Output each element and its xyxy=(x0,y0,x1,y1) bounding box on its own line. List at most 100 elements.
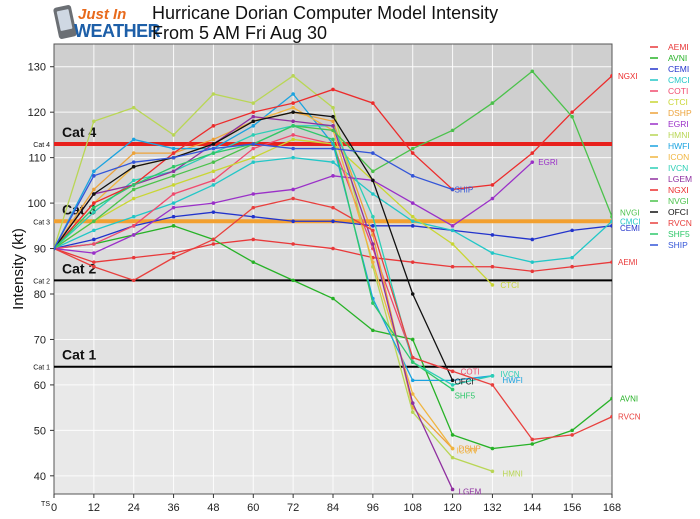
series-point xyxy=(450,128,455,133)
series-point xyxy=(92,210,96,214)
series-end-label: HWFI xyxy=(502,376,522,385)
series-point xyxy=(171,192,176,196)
series-end-label: OFCI xyxy=(455,377,474,386)
series-point xyxy=(530,151,535,155)
category-axis-label: Cat 2 xyxy=(33,278,50,285)
series-point xyxy=(331,137,335,142)
chart-title-block: Hurricane Dorian Computer Model Intensit… xyxy=(152,3,498,43)
x-tick-label: 60 xyxy=(247,502,259,514)
series-point xyxy=(450,378,455,383)
series-point xyxy=(92,192,96,196)
series-point xyxy=(610,414,612,419)
series-point xyxy=(131,151,136,155)
series-point xyxy=(171,169,176,174)
series-point xyxy=(92,237,96,242)
series-end-label: CTCI xyxy=(500,281,519,290)
series-point xyxy=(251,192,256,196)
series-point xyxy=(410,392,415,396)
series-point xyxy=(171,146,176,151)
series-end-label: DSHP xyxy=(459,445,481,454)
series-point xyxy=(450,242,455,246)
series-end-label: IVCN xyxy=(500,370,519,379)
series-end-label: RVCN xyxy=(618,413,641,422)
series-point xyxy=(211,183,216,187)
legend-entry: EGRI xyxy=(668,119,689,129)
series-point xyxy=(610,74,612,78)
series-point xyxy=(171,251,176,255)
series-line-hwfi xyxy=(54,93,493,382)
series-point xyxy=(410,401,415,405)
series-point xyxy=(450,369,455,374)
logo-line1: Just In xyxy=(78,6,127,23)
series-end-label: CEMI xyxy=(620,224,640,233)
series-point xyxy=(490,374,495,378)
series-point xyxy=(410,224,415,228)
series-point xyxy=(490,469,495,474)
series-point xyxy=(211,210,216,214)
series-point xyxy=(251,205,256,210)
series-point xyxy=(371,224,375,228)
legend-entry: HMNI xyxy=(668,130,690,140)
legend-entry: LGEM xyxy=(668,174,692,184)
series-point xyxy=(570,433,574,437)
y-tick-label: 120 xyxy=(28,107,46,119)
series-point xyxy=(371,214,375,219)
series-point xyxy=(211,124,216,128)
series-end-label: AVNI xyxy=(620,395,638,404)
series-point xyxy=(131,187,136,192)
series-point xyxy=(490,283,495,287)
series-point xyxy=(331,174,335,178)
category-axis-label: Cat 4 xyxy=(33,142,50,149)
y-axis-label: Intensity (kt) xyxy=(10,228,27,310)
series-point xyxy=(291,155,295,160)
series-point xyxy=(410,174,415,178)
series-end-label: CMCI xyxy=(620,217,640,226)
series-point xyxy=(131,164,136,169)
series-point xyxy=(131,233,136,237)
y-tick-label: 60 xyxy=(34,380,46,392)
series-point xyxy=(410,201,415,205)
series-point xyxy=(530,69,535,74)
series-point xyxy=(291,219,295,224)
series-point xyxy=(131,160,136,164)
series-point xyxy=(251,260,256,264)
series-point xyxy=(331,296,335,301)
series-point xyxy=(251,119,256,124)
series-point xyxy=(450,433,455,437)
series-end-label: SHF5 xyxy=(455,391,476,400)
series-point xyxy=(92,187,96,192)
series-point xyxy=(211,137,216,142)
series-point xyxy=(92,251,96,255)
series-point xyxy=(410,410,415,414)
legend-entry: CMCI xyxy=(668,75,690,85)
series-point xyxy=(490,264,495,269)
legend-entry: NGXI xyxy=(668,185,689,195)
series-point xyxy=(251,160,256,164)
series-point xyxy=(490,383,495,387)
series-point xyxy=(450,455,455,460)
y-tick-label: 50 xyxy=(34,425,46,437)
series-point xyxy=(610,214,612,219)
series-point xyxy=(131,196,136,201)
series-point xyxy=(331,128,335,133)
series-point xyxy=(92,264,96,269)
series-point xyxy=(92,228,96,233)
series-point xyxy=(92,219,96,224)
series-point xyxy=(131,105,136,110)
series-point xyxy=(291,74,295,78)
category-axis-label: Cat 1 xyxy=(33,365,50,372)
series-point xyxy=(610,260,612,264)
series-point xyxy=(131,178,136,183)
y-tick-label: 130 xyxy=(28,62,46,74)
series-line-ctci xyxy=(54,138,493,286)
series-point xyxy=(211,242,216,246)
series-point xyxy=(570,428,574,433)
series-point xyxy=(211,146,216,151)
series-point xyxy=(331,246,335,251)
series-end-label: COTI xyxy=(461,367,480,376)
series-point xyxy=(530,437,535,442)
legend-entry: ICON xyxy=(668,152,689,162)
series-point xyxy=(291,119,295,124)
y-tick-label: 90 xyxy=(34,244,46,256)
series-point xyxy=(331,105,335,110)
